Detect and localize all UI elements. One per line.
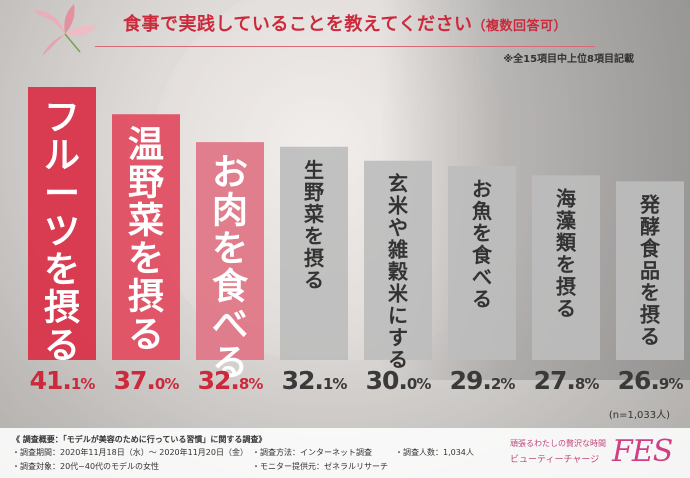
survey-respondents: ・調査人数：1,034人 [395,448,474,457]
value-label-1: 41.1% [22,366,102,395]
value-label-4: 32.1% [274,366,354,395]
value-label-6: 29.2% [442,366,522,395]
value-label-dec-4: 1% [322,375,347,393]
title-underline [95,46,595,47]
value-label-dec-1: 1% [70,375,95,393]
bar-label-3: お肉を食べる [212,153,249,384]
value-label-int-6: 29. [449,366,492,395]
value-label-5: 30.0% [358,366,438,395]
bar-7 [532,175,600,360]
chart-title: 食事で実践していることを教えてください（複数回答可） [122,14,568,35]
bar-5 [364,160,432,360]
bar-label-1: フルーツを摂る [44,97,80,366]
bar-label-2: 温野菜を摂る [128,125,164,356]
items-note: ※全15項目中上位8項目記載 [503,54,634,65]
bar-8 [616,181,684,360]
bar-3 [196,142,264,360]
value-label-dec-5: 0% [406,375,431,393]
value-label-7: 27.8% [526,366,606,395]
survey-heading: 《 調査概要：「モデルが美容のために行っている習慣」に関する調査》 [12,435,267,444]
value-label-8: 26.9% [610,366,690,395]
survey-provider: ・モニター提供元：ゼネラルリサーチ [252,462,388,471]
survey-target: ・調査対象：20代~40代のモデルの女性 [12,462,160,471]
value-label-dec-8: 9% [658,375,683,393]
value-label-dec-6: 2% [490,375,515,393]
value-label-int-7: 27. [533,366,576,395]
bar-2 [112,114,180,360]
footer-panel [0,428,690,478]
value-label-int-8: 26. [617,366,660,395]
value-label-3: 32.8% [190,366,270,395]
value-label-dec-7: 8% [574,375,599,393]
brand-name: ビューティーチャージ [510,455,600,465]
bar-6 [448,166,516,360]
brand-tagline: 頑張るわたしの贅沢な時間 [510,439,606,448]
bar-1 [28,87,96,360]
value-label-2: 37.0% [106,366,186,395]
value-label-int-3: 32. [197,366,240,395]
value-label-int-2: 37. [113,366,156,395]
bar-4 [280,146,348,360]
value-label-dec-2: 0% [154,375,179,393]
chart-title-area: 食事で実践していることを教えてください（複数回答可） [0,10,690,36]
chart-title-suffix: （複数回答可） [472,19,568,34]
bar-label-5: 玄米や雑穀米にする [387,172,409,372]
brand-logo: FES [612,434,673,469]
value-label-int-1: 41. [29,366,72,395]
bar-label-6: お魚を食べる [472,177,493,311]
value-label-int-4: 32. [281,366,324,395]
sample-size: (n=1,033人) [608,410,670,421]
bar-label-7: 海藻類を摂る [556,186,577,320]
lily-flower-icon [34,4,98,56]
bar-label-4: 生野菜を摂る [303,158,324,292]
value-label-int-5: 30. [365,366,408,395]
survey-period: ・調査期間：2020年11月18日（水）～ 2020年11月20日（金） [12,448,248,457]
bar-label-8: 発酵食品を摂る [639,192,661,348]
survey-method: ・調査方法：インターネット調査 [252,448,372,457]
value-label-dec-3: 8% [238,375,263,393]
